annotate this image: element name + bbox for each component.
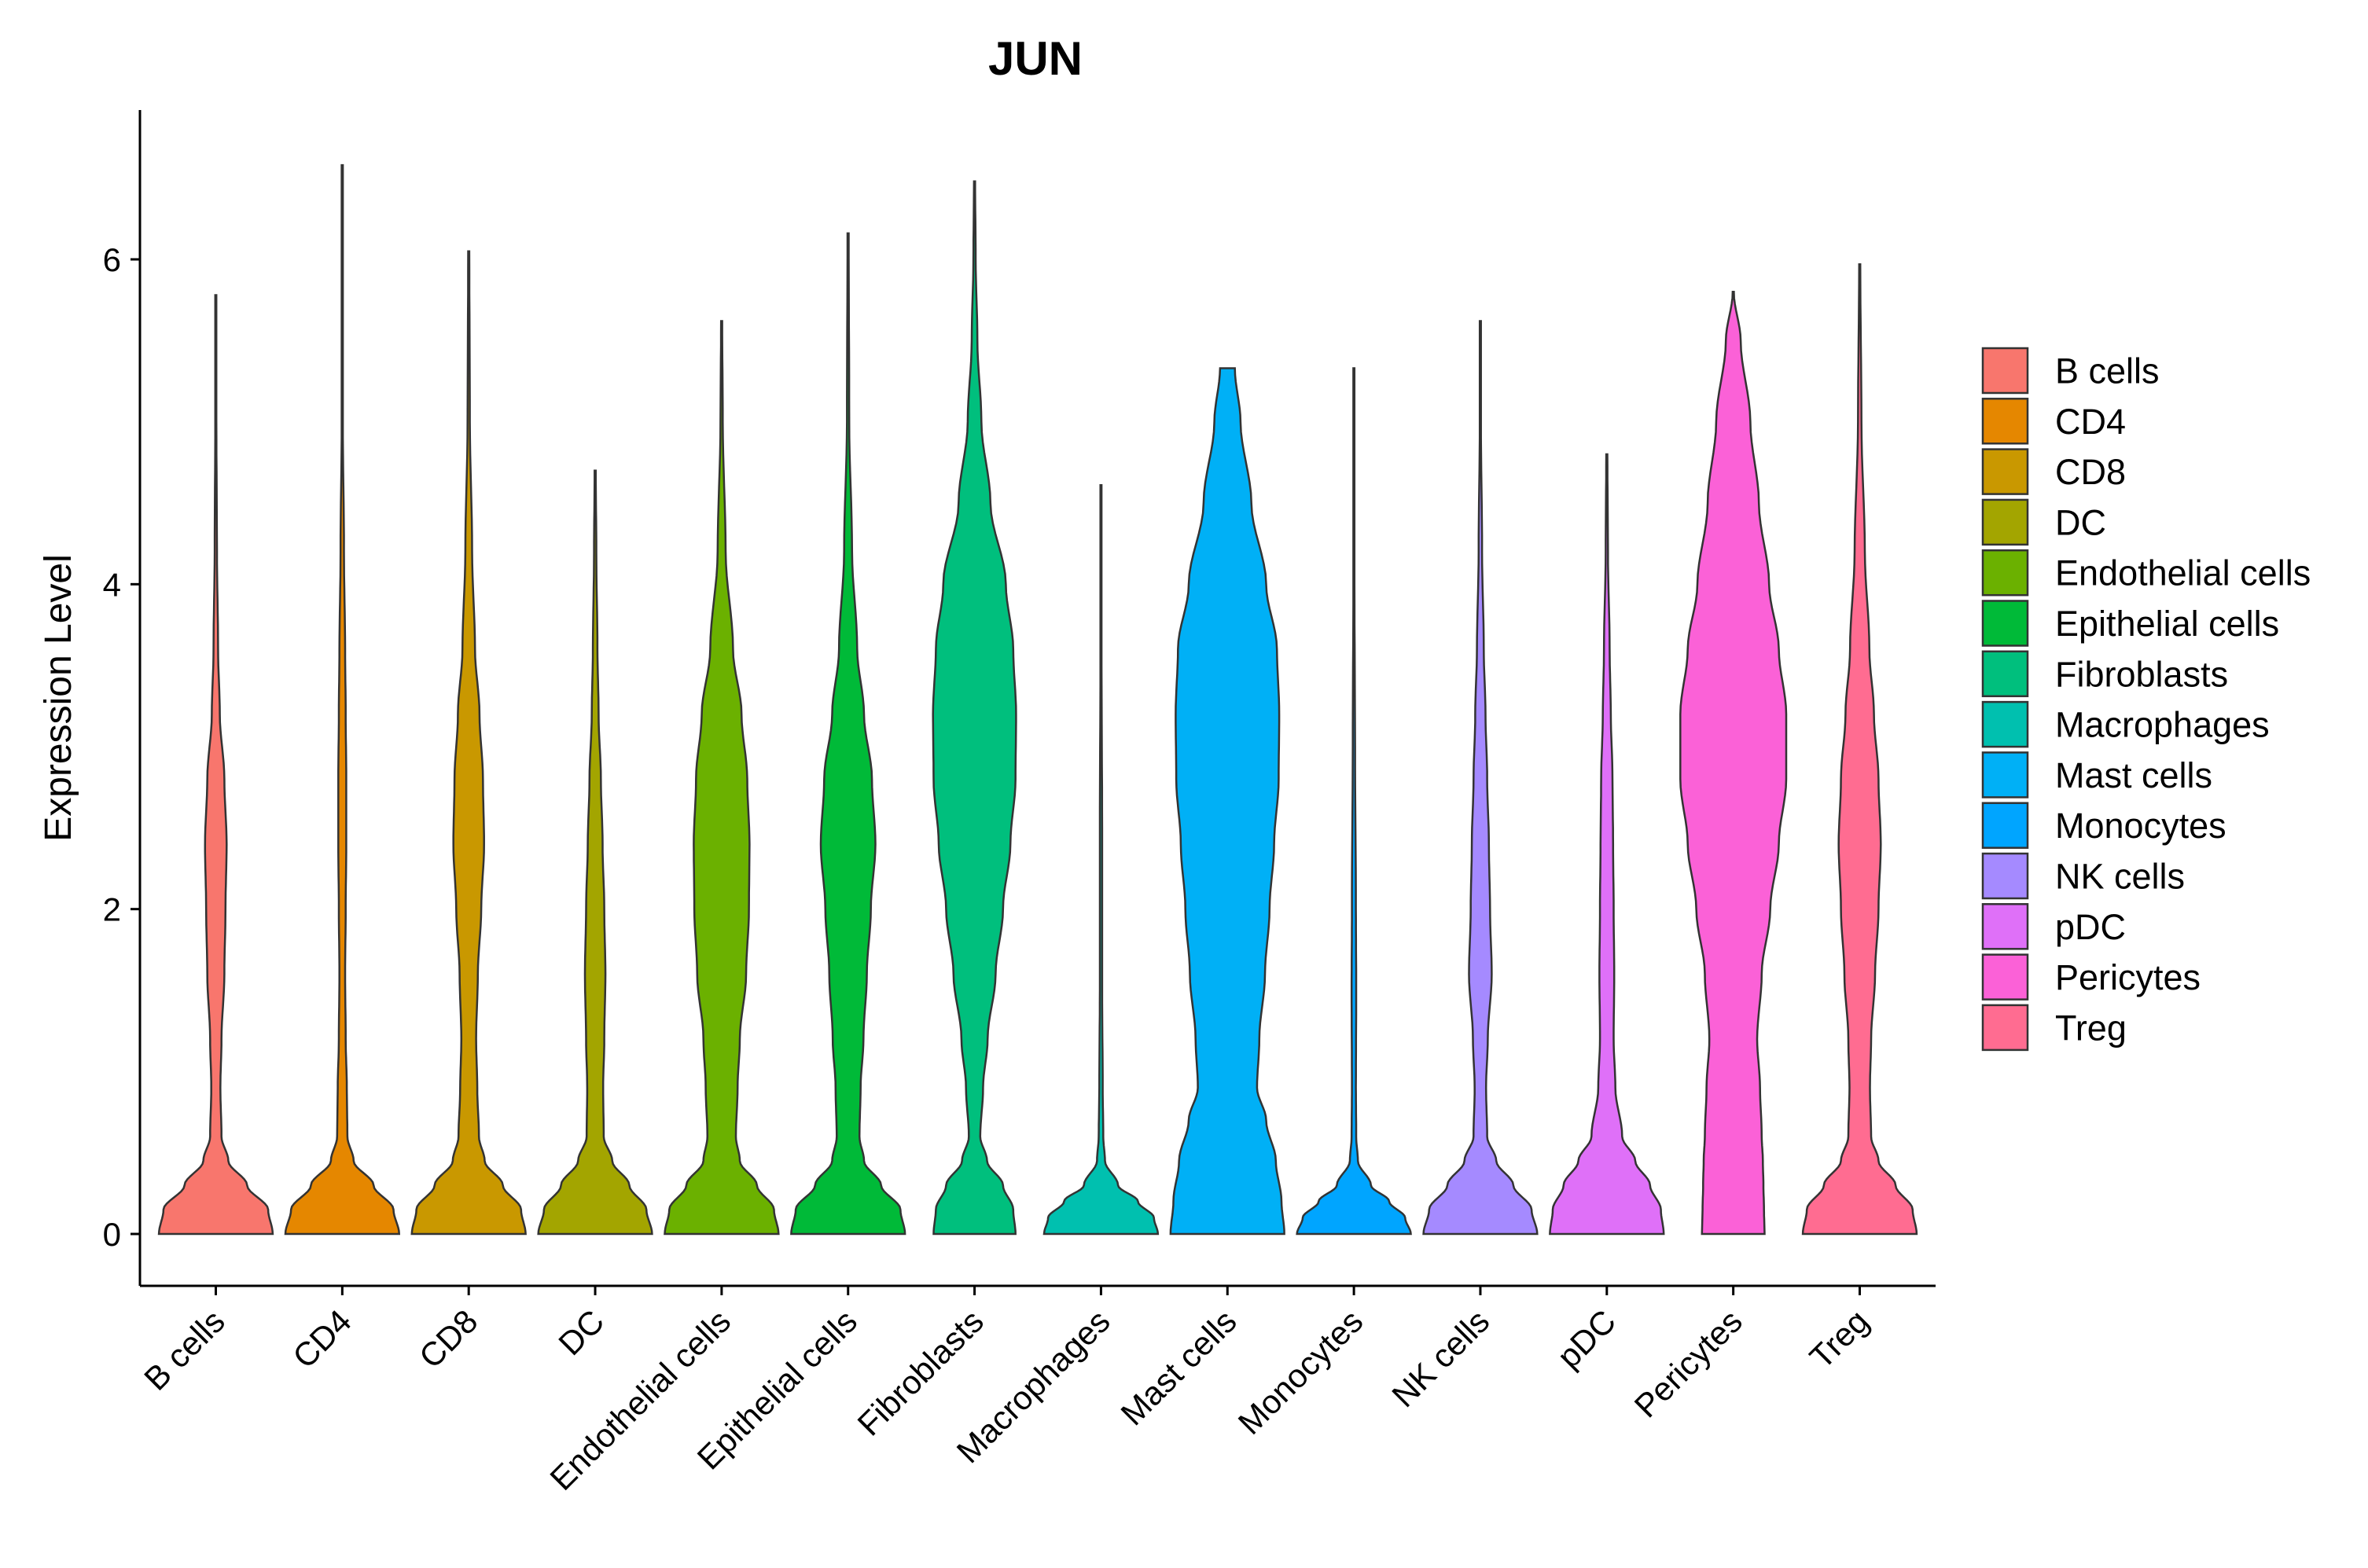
violin-group xyxy=(157,163,1918,1236)
legend-label-treg: Treg xyxy=(2055,1008,2127,1048)
legend-swatch-treg xyxy=(1981,1004,2029,1052)
y-tick-label: 0 xyxy=(103,1216,121,1253)
x-tick-label-monocytes: Monocytes xyxy=(1231,1302,1370,1441)
legend-swatch-pericytes xyxy=(1981,953,2029,1001)
legend-swatch-cd4 xyxy=(1981,398,2029,445)
legend-swatch-cd8 xyxy=(1981,448,2029,495)
x-tick-label-pericytes: Pericytes xyxy=(1627,1302,1749,1424)
legend-swatch-b-cells xyxy=(1981,347,2029,395)
violin-epithelial-cells xyxy=(790,232,906,1236)
x-tick-label-cd8: CD8 xyxy=(412,1302,485,1375)
legend-label-macrophages: Macrophages xyxy=(2055,705,2270,745)
legend-label-pericytes: Pericytes xyxy=(2055,957,2201,997)
legend-label-cd4: CD4 xyxy=(2055,402,2126,442)
legend-label-dc: DC xyxy=(2055,502,2106,542)
x-tick-label-pdc: pDC xyxy=(1550,1302,1623,1375)
legend-label-mast-cells: Mast cells xyxy=(2055,755,2212,795)
violin-nk-cells xyxy=(1422,320,1539,1236)
legend-label-monocytes: Monocytes xyxy=(2055,806,2226,846)
legend-label-b-cells: B cells xyxy=(2055,351,2160,391)
legend-label-pdc: pDC xyxy=(2055,907,2126,947)
axes: 0 2 4 6 xyxy=(103,110,1936,1287)
legend-swatch-nk-cells xyxy=(1981,852,2029,900)
violin-dc xyxy=(537,469,653,1236)
legend-swatch-pdc xyxy=(1981,903,2029,950)
legend-swatch-endothelial-cells xyxy=(1981,549,2029,597)
legend-swatch-epithelial-cells xyxy=(1981,600,2029,647)
legend-label-epithelial-cells: Epithelial cells xyxy=(2055,604,2279,644)
violin-macrophages xyxy=(1042,484,1160,1236)
legend-swatch-monocytes xyxy=(1981,802,2029,849)
y-tick-label: 6 xyxy=(103,241,121,278)
x-tick-label-mast-cells: Mast cells xyxy=(1113,1302,1243,1432)
violin-mast-cells xyxy=(1169,367,1285,1236)
x-tick-label-cd4: CD4 xyxy=(285,1302,359,1375)
violin-b-cells xyxy=(157,294,274,1236)
violin-pericytes xyxy=(1679,291,1788,1236)
y-axis-label: Expression Level xyxy=(38,554,79,842)
legend-swatch-mast-cells xyxy=(1981,751,2029,799)
legend-swatch-fibroblasts xyxy=(1981,650,2029,698)
x-tick-label-fibroblasts: Fibroblasts xyxy=(850,1302,990,1442)
legend-swatch-dc xyxy=(1981,498,2029,546)
violin-cd4 xyxy=(284,163,401,1236)
violin-monocytes xyxy=(1296,367,1412,1236)
chart-title: JUN xyxy=(988,32,1083,85)
x-tick-label-b-cells: B cells xyxy=(137,1302,232,1397)
y-tick-label: 2 xyxy=(103,891,121,928)
violin-treg xyxy=(1801,263,1918,1236)
x-tick-label-treg: Treg xyxy=(1803,1302,1876,1375)
legend-label-endothelial-cells: Endothelial cells xyxy=(2055,553,2311,593)
legend-label-fibroblasts: Fibroblasts xyxy=(2055,654,2228,694)
legend: B cells CD4 CD8 DC Endothelial cells Epitheli… xyxy=(1981,347,2311,1052)
violin-endothelial-cells xyxy=(664,320,780,1236)
x-tick-label-dc: DC xyxy=(551,1302,611,1362)
violin-fibroblasts xyxy=(932,180,1017,1236)
y-tick-label: 4 xyxy=(103,566,121,603)
violin-pdc xyxy=(1549,453,1665,1236)
violin-cd8 xyxy=(410,250,527,1236)
legend-label-cd8: CD8 xyxy=(2055,452,2126,492)
legend-swatch-macrophages xyxy=(1981,700,2029,748)
legend-label-nk-cells: NK cells xyxy=(2055,857,2185,897)
x-tick-label-nk-cells: NK cells xyxy=(1384,1302,1496,1414)
